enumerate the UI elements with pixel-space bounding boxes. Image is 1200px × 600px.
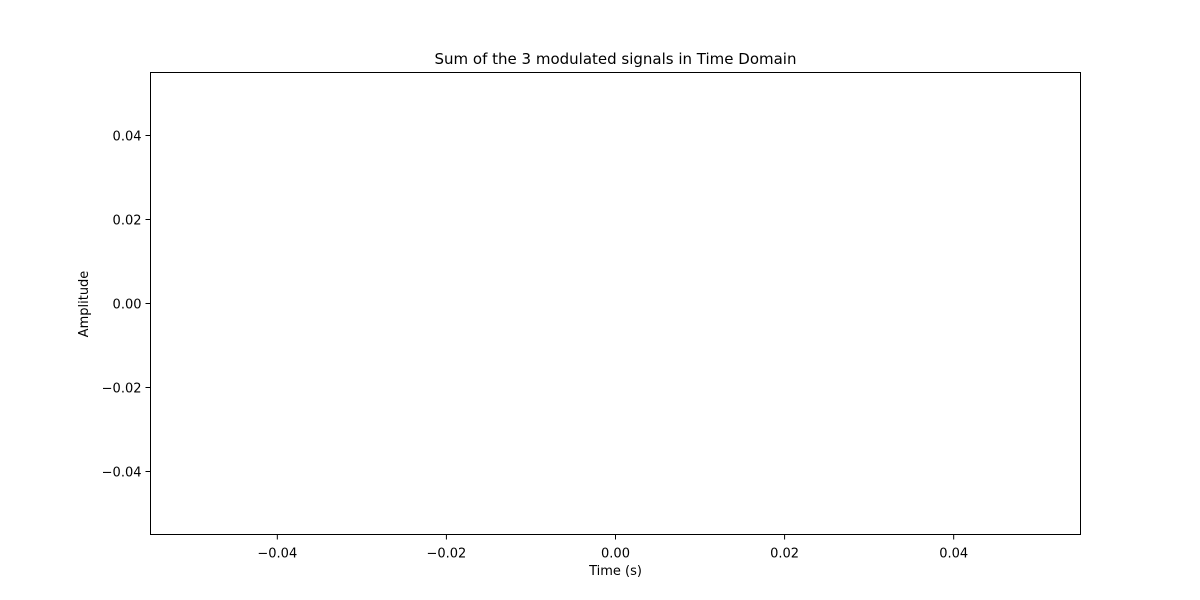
- y-tick-label: 0.02: [113, 214, 142, 229]
- y-tick-label: −0.04: [102, 466, 142, 481]
- x-tick-label: 0.02: [770, 547, 799, 562]
- x-tick-label: 0.04: [939, 547, 968, 562]
- y-tick-label: −0.02: [102, 382, 142, 397]
- x-tick-label: −0.02: [426, 547, 466, 562]
- plot-area: [150, 72, 1081, 535]
- y-axis-label: Amplitude: [77, 271, 92, 338]
- x-axis-label: Time (s): [588, 564, 642, 579]
- x-axis-ticks: −0.04 −0.02 0.00 0.02 0.04: [257, 534, 968, 562]
- x-tick-label: −0.04: [257, 547, 297, 562]
- y-tick-label: 0.00: [113, 298, 142, 313]
- y-tick-label: 0.04: [113, 130, 142, 145]
- x-tick-label: 0.00: [601, 547, 630, 562]
- chart-title: Sum of the 3 modulated signals in Time D…: [435, 50, 797, 68]
- y-axis-ticks: −0.04 −0.02 0.00 0.02 0.04: [102, 130, 151, 481]
